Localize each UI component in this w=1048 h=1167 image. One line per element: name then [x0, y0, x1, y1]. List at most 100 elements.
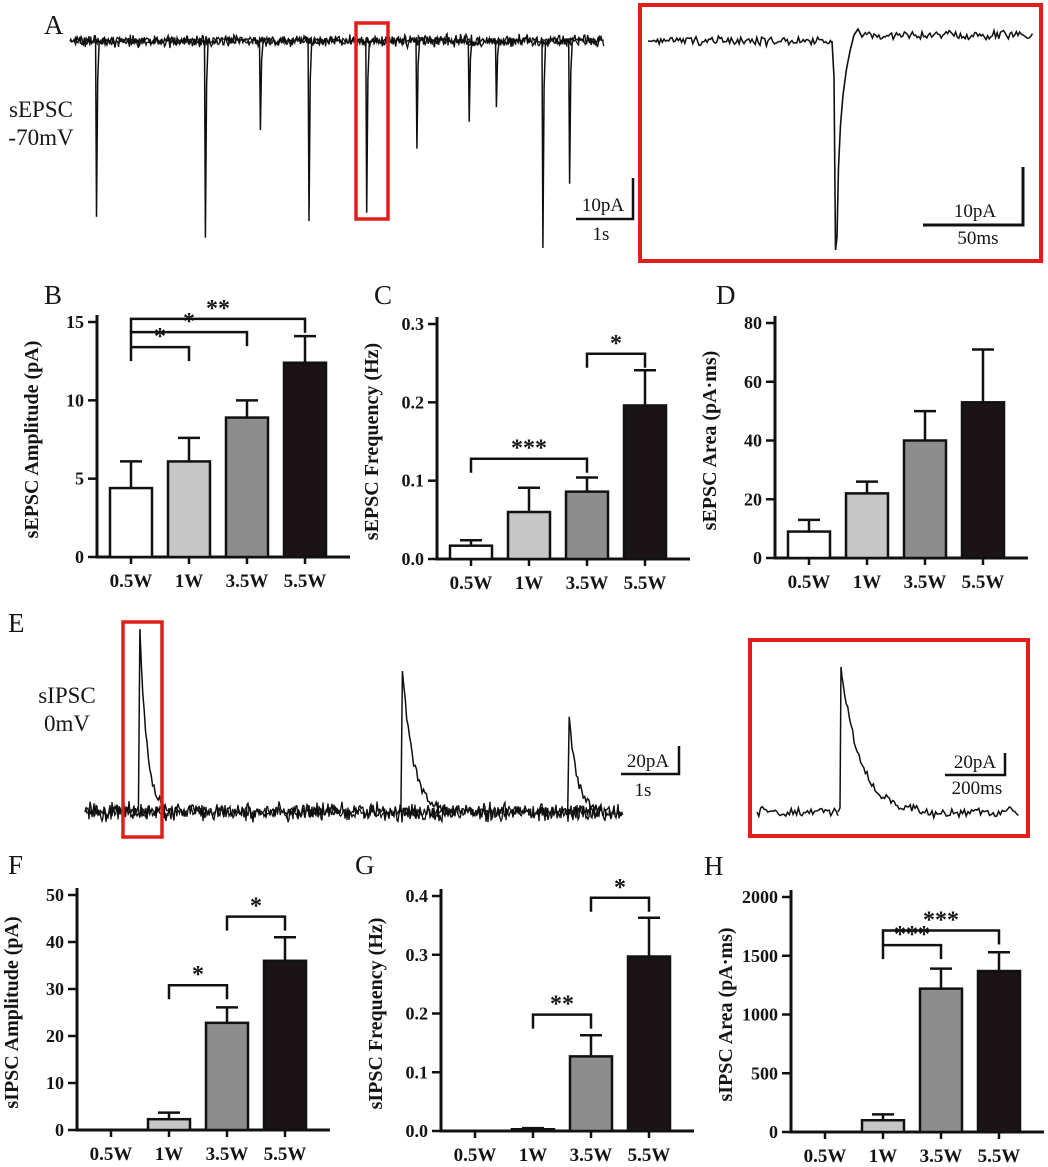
significance-label: * [192, 962, 204, 988]
y-tick-label: 0 [753, 548, 762, 568]
y-tick-label: 0.1 [402, 471, 425, 491]
x-tick-label: 3.5W [570, 1145, 613, 1166]
x-tick-label: 1W [155, 1144, 184, 1165]
panel-letter-g: G [355, 850, 375, 880]
bar-1W [166, 460, 212, 559]
significance-label: ** [550, 992, 574, 1018]
y-tick-label: 20 [744, 489, 762, 509]
chart-sipsc-area: 0 500 1000 1500 2000 0.5W 1W 3.5W 5.5W *** *** sIPS… [706, 856, 1046, 1167]
scale-vertical-label: 10pA [582, 195, 625, 216]
y-tick-label: 15 [66, 312, 84, 332]
trace-label-sepsc-line2: -70mV [8, 125, 74, 151]
trace-label-sipsc: sIPSC 0mV [28, 682, 106, 738]
x-tick-label: 0.5W [90, 1144, 133, 1165]
trace-label-sepsc: sEPSC -70mV [2, 96, 80, 152]
sepsc-inset-trace [647, 27, 1034, 251]
chart-sepsc-amplitude: 0 5 10 15 0.5W 1W 3.5W 5.5W * * ** sEPSC Amplitude … [12, 281, 352, 593]
significance-label: * [614, 875, 626, 901]
y-axis-label: sIPSC Frequency (Hz) [365, 918, 387, 1110]
scale-bar-lines [576, 178, 635, 221]
x-tick-label: 3.5W [226, 571, 269, 592]
significance-bracket [589, 896, 651, 912]
baseline-noise [756, 804, 839, 819]
scale-bar-lines [923, 167, 1025, 227]
scale-bar-sipsc-inset: 20pA 200ms [945, 752, 1007, 799]
sepsc-event [415, 40, 421, 149]
bar-3.5W [224, 416, 270, 559]
y-tick-label: 0 [55, 1120, 64, 1140]
y-tick-label: 0.3 [402, 314, 425, 334]
sepsc-inset-box: 10pA 50ms [638, 3, 1043, 263]
y-axis-label: sEPSC Area (pA·ms) [699, 351, 721, 531]
bar-5.5W [282, 361, 328, 559]
x-tick-label: 5.5W [978, 1146, 1021, 1167]
x-tick-label: 1W [519, 1145, 548, 1166]
bar-0.5W [108, 486, 154, 559]
sipsc-inset-trace [756, 666, 1019, 821]
panel-letter-b: B [44, 280, 63, 310]
scale-bar-sepsc: 10pA 1s [576, 178, 635, 245]
sepsc-event [567, 40, 574, 184]
sipsc-trace [84, 620, 624, 839]
x-tick-label: 1W [175, 571, 204, 592]
sipsc-event [400, 671, 449, 814]
sipsc-event-zoom [837, 666, 924, 815]
x-tick-label: 0.5W [450, 573, 493, 594]
significance-label: ** [206, 296, 230, 322]
y-tick-label: 40 [46, 932, 64, 952]
panel-letter-d: D [716, 280, 736, 310]
y-tick-label: 20 [46, 1026, 64, 1046]
y-tick-label: 0 [75, 547, 84, 567]
bar-1W [860, 1119, 906, 1134]
significance-label: * [183, 309, 195, 335]
y-tick-label: 1500 [742, 946, 778, 966]
bar-3.5W [568, 1055, 614, 1133]
x-tick-label: 0.5W [110, 571, 153, 592]
baseline-noise [84, 804, 623, 821]
chart-sipsc-frequency: 0.0 0.1 0.2 0.3 0.4 0.5W 1W 3.5W 5.5W ** * sIPSC Fr… [356, 855, 696, 1167]
scale-vertical-label: 20pA [954, 752, 997, 773]
scale-bar-lines [621, 746, 681, 776]
significance-bracket [585, 352, 647, 368]
bar-3.5W [204, 1021, 250, 1132]
x-tick-label: 1W [853, 572, 882, 593]
scale-vertical-label: 20pA [627, 751, 670, 772]
bar-1W [146, 1117, 192, 1132]
sepsc-event [494, 40, 500, 108]
bar-1W [506, 510, 552, 561]
trace-label-sipsc-line1: sIPSC [38, 683, 96, 708]
y-tick-label: 40 [744, 431, 762, 451]
x-tick-label: 5.5W [628, 1145, 671, 1166]
baseline-noise [647, 34, 833, 49]
sepsc-event [365, 40, 371, 213]
y-tick-label: 10 [46, 1073, 64, 1093]
scale-horizontal-label: 1s [593, 224, 610, 245]
significance-label: * [250, 894, 262, 920]
bar-5.5W [626, 955, 672, 1133]
x-tick-label: 0.5W [804, 1146, 847, 1167]
chart-sepsc-frequency: 0.0 0.1 0.2 0.3 0.5W 1W 3.5W 5.5W *** * sEPSC Freq… [352, 283, 692, 595]
y-tick-label: 2000 [742, 887, 778, 907]
y-tick-label: 0.2 [402, 392, 425, 412]
bar-1W [844, 492, 890, 560]
panel-letter-h: H [704, 851, 724, 881]
chart-sepsc-area: 0 20 40 60 80 0.5W 1W 3.5W 5.5W sEPSC Area (pA·ms… [690, 282, 1030, 594]
panel-letter-a: A [44, 10, 64, 40]
scale-bar-sepsc-inset: 10pA 50ms [923, 167, 1025, 249]
significance-label: *** [894, 922, 930, 948]
bar-chart-G: 0.00.10.20.30.40.5W 1W 3.5W 5.5W***sIPSC Fr… [365, 875, 694, 1166]
trace-label-sepsc-line1: sEPSC [9, 97, 73, 122]
panel-letter-f: F [8, 850, 24, 880]
bar-0.5W [448, 544, 494, 561]
bar-0.5W [786, 530, 832, 560]
bar-chart-C: 0.00.10.20.30.5W 1W 3.5W 5.5W****sEPSC Freq… [361, 314, 690, 594]
y-tick-label: 30 [46, 979, 64, 999]
bar-5.5W [976, 969, 1022, 1134]
sepsc-event [541, 40, 547, 249]
bar-chart-F: 0 10 20 30 40 50 0.5W 1W 3.5W 5.5W * * sIPSC Amplitu… [1, 885, 330, 1165]
scale-horizontal-label: 50ms [957, 228, 998, 249]
sepsc-event [307, 40, 313, 222]
significance-label: * [154, 324, 166, 350]
bar-chart-H: 0 500 1000 1500 2000 0.5W 1W 3.5W 5.5W ****** sIPS… [715, 887, 1044, 1167]
